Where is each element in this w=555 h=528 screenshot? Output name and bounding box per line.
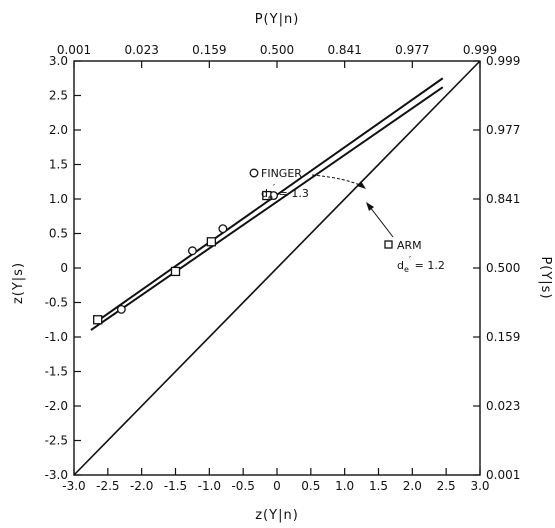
y-tick-label: -2.0 xyxy=(45,399,68,413)
finger-point xyxy=(218,224,228,234)
arm-point xyxy=(93,315,103,325)
arm-fit-line xyxy=(90,86,444,331)
y-axis-title: z(Y|s) xyxy=(11,262,26,304)
right-axis-title: P(Y|s) xyxy=(538,256,553,299)
finger-point xyxy=(187,246,197,256)
y-tick-label: 0 xyxy=(60,261,68,275)
y-tick-label: 3.0 xyxy=(49,54,68,68)
chart-lines xyxy=(73,60,481,476)
x-tick-label: 2.5 xyxy=(437,479,456,493)
y-tick-label: 2.5 xyxy=(49,89,68,103)
finger-label: FINGER xyxy=(261,167,302,180)
y-tick-label: -2.5 xyxy=(45,434,68,448)
x-tick-label: 1.5 xyxy=(369,479,388,493)
chance-diagonal-line xyxy=(73,60,481,476)
right-tick-label: 0.001 xyxy=(486,468,520,482)
y-tick-label: -0.5 xyxy=(45,296,68,310)
x-tick-label: 1.0 xyxy=(335,479,354,493)
y-tick-label: -1.5 xyxy=(45,365,68,379)
arm-arrowhead xyxy=(366,202,374,211)
finger-d-label: de′ = 1.3 xyxy=(261,183,309,202)
finger-d-value: 1.3 xyxy=(291,187,309,200)
finger-arrowhead xyxy=(357,181,366,189)
right-tick-label: 0.841 xyxy=(486,192,520,206)
top-tick-label: 0.999 xyxy=(463,43,497,57)
top-tick-label: 0.977 xyxy=(395,43,429,57)
arm-annotation: ARM de′ = 1.2 xyxy=(366,202,445,274)
arm-point xyxy=(170,266,181,277)
y-tick-label: -3.0 xyxy=(45,468,68,482)
arm-arrow xyxy=(369,206,394,238)
arm-d-label: de′ = 1.2 xyxy=(397,255,445,274)
x-tick-label: 2.0 xyxy=(403,479,422,493)
finger-point xyxy=(116,304,126,314)
x-tick-label: -1.0 xyxy=(198,479,221,493)
top-tick-label: 0.159 xyxy=(192,43,226,57)
arm-label: ARM xyxy=(397,239,422,252)
x-tick-label: -1.5 xyxy=(164,479,187,493)
top-tick-label: 0.841 xyxy=(327,43,361,57)
x-tick-label: 3.0 xyxy=(470,479,489,493)
arm-point xyxy=(262,190,272,201)
x-tick-label: 0.5 xyxy=(301,479,320,493)
finger-fit-line xyxy=(93,77,444,325)
bottom-axis: -3.0 -2.5 -2.0 -1.5 -1.0 -0.5 0 0.5 1.0 1.5 2.0 2.5… xyxy=(62,468,490,493)
right-tick-label: 0.500 xyxy=(486,261,520,275)
finger-annotation: FINGER de′ = 1.3 xyxy=(249,167,366,202)
arm-legend-marker xyxy=(384,240,393,249)
top-tick-label: 0.001 xyxy=(57,43,91,57)
x-tick-label: -2.5 xyxy=(96,479,119,493)
y-tick-label: 1.5 xyxy=(49,158,68,172)
x-tick-label: -0.5 xyxy=(231,479,254,493)
right-tick-label: 0.977 xyxy=(486,123,520,137)
top-tick-label: 0.500 xyxy=(260,43,294,57)
left-axis: -3.0 -2.5 -2.0 -1.5 -1.0 -0.5 0 0.5 1.0 1.5 2.0 2.5… xyxy=(45,54,81,482)
y-tick-label: -1.0 xyxy=(45,330,68,344)
chart-points xyxy=(93,190,279,325)
right-tick-label: 0.023 xyxy=(486,399,520,413)
finger-legend-marker xyxy=(249,168,259,178)
finger-arrow xyxy=(311,174,363,187)
x-tick-label: -3.0 xyxy=(62,479,85,493)
top-axis-title: P(Y|n) xyxy=(255,12,300,27)
right-axis: 0.001 0.023 0.159 0.500 0.841 0.977 0.999 xyxy=(473,54,520,482)
arm-d-value: 1.2 xyxy=(427,259,445,272)
x-axis-title: z(Y|n) xyxy=(255,508,299,523)
right-tick-label: 0.999 xyxy=(486,54,520,68)
x-tick-label: -2.0 xyxy=(130,479,153,493)
y-tick-label: 0.5 xyxy=(49,227,68,241)
y-tick-label: 2.0 xyxy=(49,123,68,137)
right-tick-label: 0.159 xyxy=(486,330,520,344)
x-tick-label: 0 xyxy=(273,479,281,493)
top-axis: 0.001 0.023 0.159 0.500 0.841 0.977 0.999 xyxy=(57,43,497,68)
top-tick-label: 0.023 xyxy=(124,43,158,57)
y-tick-label: 1.0 xyxy=(49,192,68,206)
arm-point xyxy=(206,237,217,247)
